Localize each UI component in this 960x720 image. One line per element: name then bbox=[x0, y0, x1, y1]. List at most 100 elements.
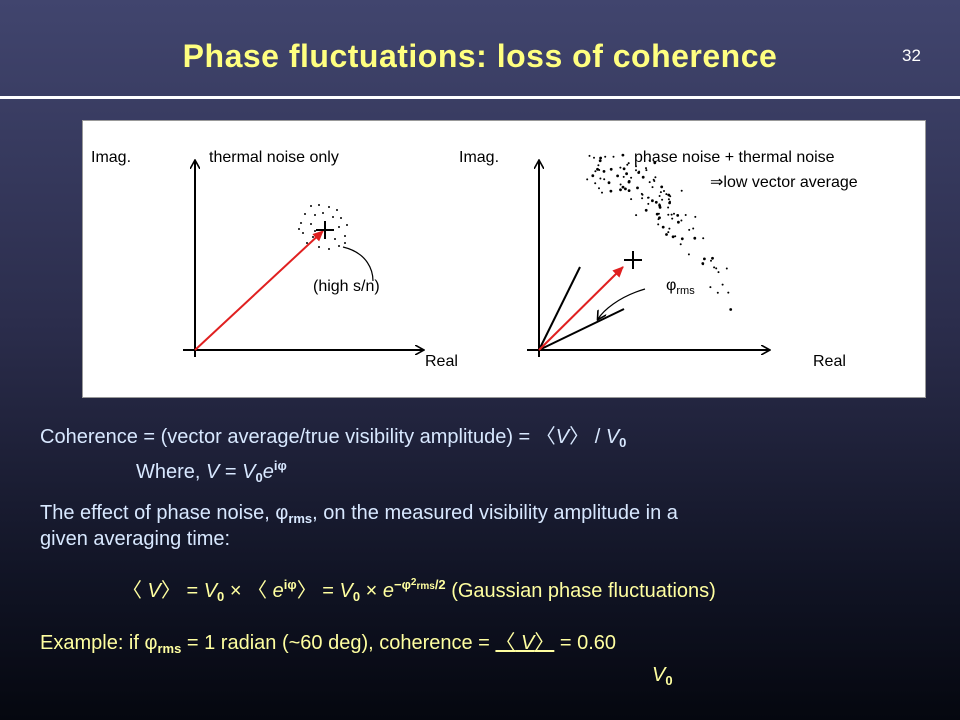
noise-dot bbox=[692, 227, 695, 230]
left-annotation: (high s/n) bbox=[313, 278, 380, 295]
noise-dot bbox=[594, 170, 597, 173]
right-phase-limit-lower bbox=[538, 308, 625, 351]
noise-dot bbox=[729, 308, 733, 311]
noise-dot bbox=[657, 223, 660, 226]
noise-dot bbox=[616, 174, 619, 178]
noise-dot bbox=[609, 189, 613, 193]
noise-dot bbox=[659, 191, 662, 194]
noise-dot bbox=[635, 169, 637, 172]
noise-dot bbox=[653, 180, 656, 182]
noise-dot bbox=[684, 214, 687, 216]
right-panel: Imag. phase noise + thermal noise ⇒low v… bbox=[459, 149, 858, 370]
noise-dot bbox=[680, 219, 683, 222]
noise-dot bbox=[660, 185, 664, 189]
noise-dot bbox=[674, 235, 677, 238]
noise-dot bbox=[635, 214, 638, 217]
noise-dot bbox=[603, 178, 606, 181]
where-definition: Where, V = V0eiφ bbox=[136, 458, 287, 485]
noise-dot bbox=[612, 155, 615, 158]
noise-dot bbox=[653, 161, 657, 165]
noise-dot bbox=[598, 159, 602, 163]
noise-dot bbox=[599, 177, 602, 180]
left-annotation-leader bbox=[342, 246, 374, 282]
noise-dot bbox=[641, 197, 644, 200]
noise-dot bbox=[602, 170, 606, 173]
noise-dot bbox=[622, 175, 625, 178]
noise-dot bbox=[609, 167, 613, 171]
noise-dot bbox=[688, 228, 691, 231]
noise-dot bbox=[657, 212, 660, 215]
right-real-label: Real bbox=[813, 353, 846, 370]
left-real-label: Real bbox=[425, 353, 458, 370]
noise-dot bbox=[624, 187, 627, 191]
noise-dot bbox=[651, 186, 654, 189]
right-panel-subtitle: ⇒low vector average bbox=[710, 174, 858, 191]
noise-dot bbox=[717, 271, 720, 274]
noise-dot bbox=[625, 172, 628, 176]
noise-dot bbox=[667, 213, 670, 216]
noise-dot bbox=[619, 183, 622, 186]
noise-dot bbox=[604, 155, 607, 158]
right-noise-cloud bbox=[586, 153, 733, 311]
noise-dot bbox=[658, 195, 661, 197]
noise-dot bbox=[648, 181, 651, 184]
noise-dot bbox=[598, 187, 600, 190]
slide-number: 32 bbox=[902, 46, 921, 65]
noise-dot bbox=[673, 212, 675, 215]
noise-dot bbox=[638, 170, 641, 173]
noise-dot bbox=[627, 180, 631, 184]
noise-dot bbox=[709, 286, 712, 289]
right-visibility-vector bbox=[538, 266, 624, 351]
noise-dot bbox=[599, 156, 602, 160]
noise-dot bbox=[591, 174, 595, 178]
noise-dot bbox=[622, 167, 626, 171]
noise-dot bbox=[670, 213, 673, 216]
noise-dot bbox=[677, 220, 680, 224]
noise-dot bbox=[657, 218, 660, 221]
noise-dot bbox=[665, 193, 668, 196]
right-phase-arc-pointer bbox=[598, 288, 646, 319]
noise-dot bbox=[640, 192, 643, 195]
noise-dot bbox=[594, 182, 597, 185]
noise-dot bbox=[661, 198, 664, 201]
noise-dot bbox=[645, 167, 647, 170]
example-fraction-numerator: 〈 V〉 bbox=[495, 632, 555, 654]
noise-dot bbox=[702, 237, 705, 240]
noise-dot bbox=[596, 167, 599, 171]
noise-dot bbox=[710, 259, 712, 262]
noise-dot bbox=[679, 243, 682, 246]
visibility-equation: 〈 V〉 = V0 × 〈 eiφ〉 = V0 × e−φ2rms/2 (Gau… bbox=[122, 577, 716, 604]
noise-dot bbox=[725, 267, 728, 270]
noise-dot bbox=[597, 164, 600, 167]
noise-dot bbox=[676, 214, 680, 217]
left-visibility-vector bbox=[194, 230, 324, 351]
noise-dot bbox=[630, 176, 633, 179]
noise-dot bbox=[702, 263, 704, 266]
right-imag-label: Imag. bbox=[459, 149, 499, 166]
noise-dot bbox=[630, 198, 633, 201]
phase-diagram-figure: Imag. thermal noise only Real (high bbox=[82, 120, 926, 398]
right-phi-label: φrms bbox=[666, 277, 695, 297]
noise-dot bbox=[668, 201, 671, 205]
left-plus-marker bbox=[316, 221, 334, 239]
noise-dot bbox=[635, 165, 637, 168]
right-phase-limit-upper bbox=[538, 266, 581, 351]
noise-dot bbox=[727, 291, 730, 294]
noise-dot bbox=[586, 178, 589, 181]
left-panel-title: thermal noise only bbox=[209, 149, 339, 166]
phase-diagram-svg: Imag. thermal noise only Real (high bbox=[91, 149, 858, 370]
noise-dot bbox=[641, 175, 645, 179]
noise-dot bbox=[667, 193, 671, 197]
noise-dot bbox=[667, 198, 670, 201]
noise-dot bbox=[621, 153, 625, 157]
noise-dot bbox=[654, 176, 657, 179]
noise-dot bbox=[680, 237, 684, 241]
noise-dot bbox=[713, 266, 716, 269]
noise-dot bbox=[648, 159, 651, 162]
noise-dot bbox=[644, 208, 648, 212]
noise-dot bbox=[647, 202, 650, 205]
noise-dot bbox=[627, 162, 630, 165]
noise-dot bbox=[607, 181, 611, 185]
noise-dot bbox=[715, 267, 718, 270]
noise-dot bbox=[667, 206, 670, 209]
